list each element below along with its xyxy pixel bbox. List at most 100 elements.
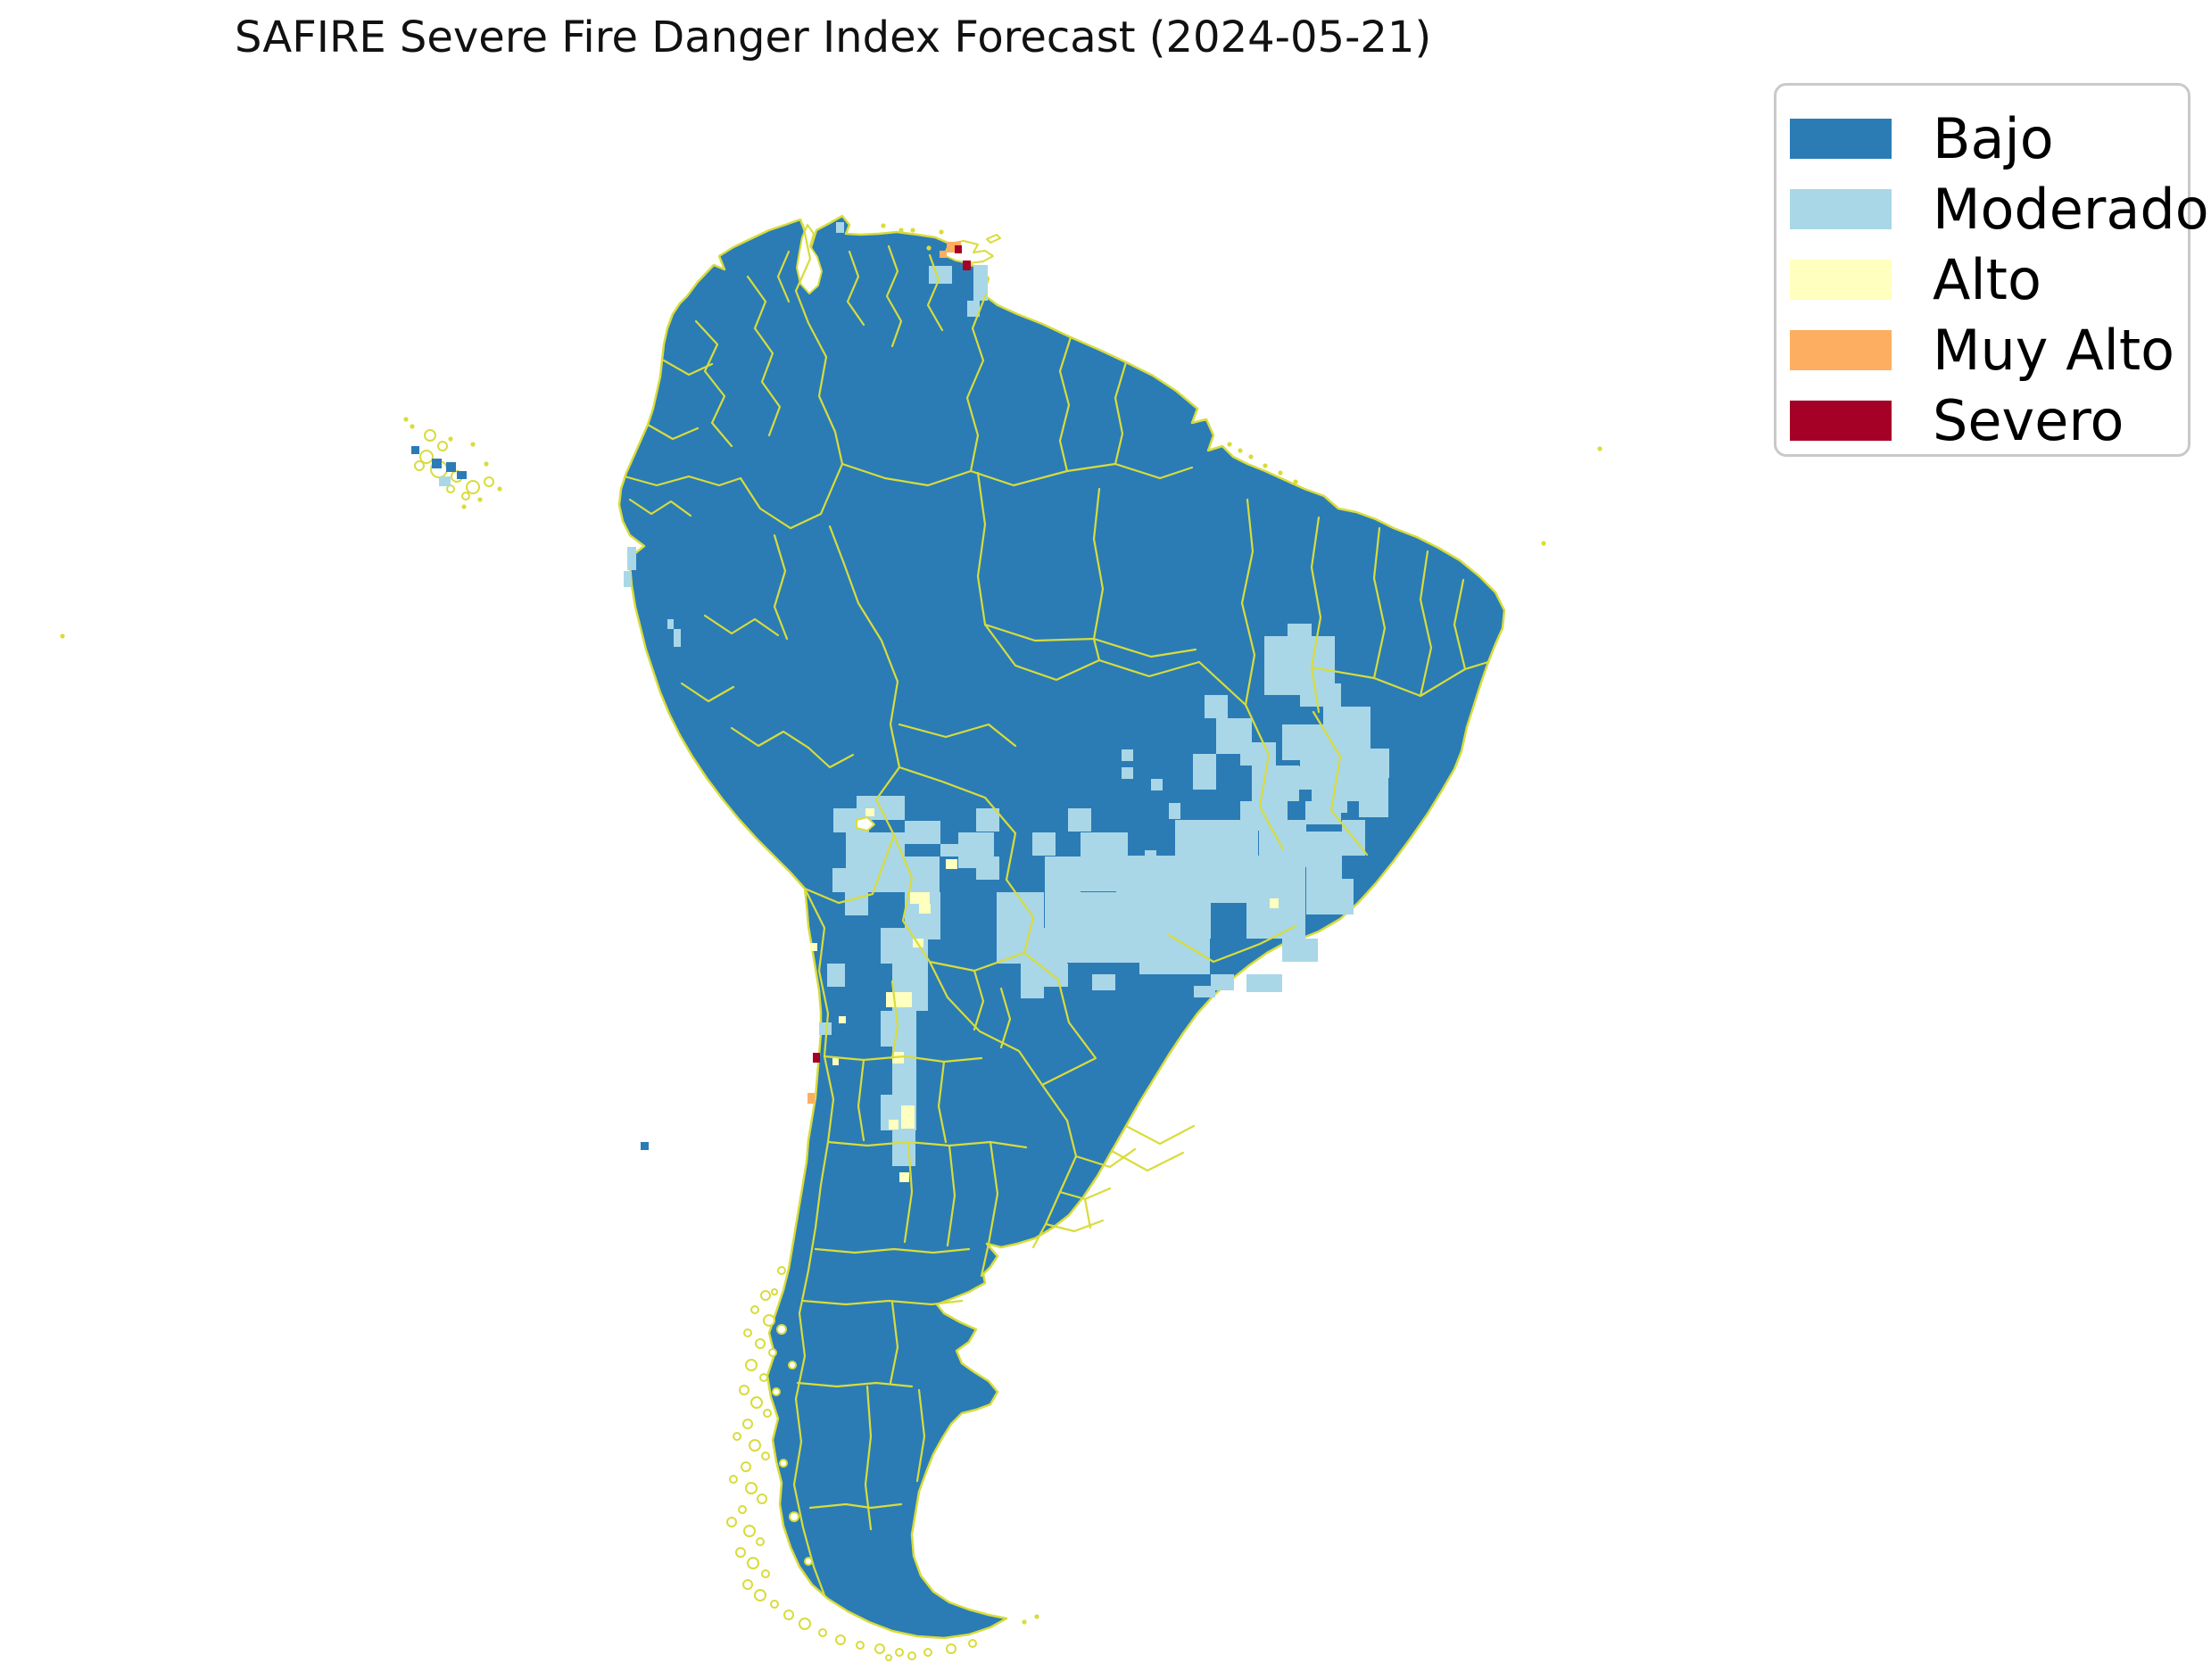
island-ring-speck <box>745 1359 758 1371</box>
admin-boundary <box>1372 526 1387 680</box>
island-ring-speck <box>739 1385 749 1395</box>
island-ring-speck <box>726 1517 737 1527</box>
admin-boundary <box>730 726 810 749</box>
admin-boundary <box>694 319 733 448</box>
raster-cell-muy_alto <box>807 1093 815 1104</box>
raster-cell-moderado <box>1211 974 1234 990</box>
admin-boundary <box>794 223 844 466</box>
island-ring-speck <box>729 1475 738 1484</box>
legend-label-bajo: Bajo <box>1933 105 2054 171</box>
raster-cell-alto <box>832 1058 839 1065</box>
admin-boundary <box>889 1301 899 1385</box>
island-ring-speck <box>756 1537 765 1546</box>
raster-cell-alto <box>919 904 931 914</box>
raster-cell-alto <box>910 892 930 904</box>
island-ring-speck <box>789 1511 799 1522</box>
raster-cell-moderado <box>1116 891 1211 939</box>
admin-boundary <box>792 887 835 1597</box>
raster-cell-alto <box>901 1105 915 1129</box>
raster-cell-moderado <box>881 928 905 964</box>
island-dot-speck <box>1034 1614 1039 1619</box>
raster-cell-alto <box>865 808 874 816</box>
island-ring-speck <box>750 1305 759 1314</box>
raster-cell-moderado <box>1306 832 1342 879</box>
admin-boundary <box>841 462 1194 487</box>
raster-cell-moderado <box>976 857 999 880</box>
island-dot-speck <box>477 497 483 502</box>
island-ring-speck <box>757 1494 767 1504</box>
admin-boundary <box>928 960 1044 1087</box>
island-ring-speck <box>772 1387 781 1396</box>
admin-boundary <box>1031 1083 1078 1249</box>
admin-boundary <box>1310 666 1376 680</box>
island-ring-speck <box>907 1651 916 1660</box>
raster-cell-moderado <box>1193 754 1216 790</box>
raster-cell-moderado <box>1359 778 1388 817</box>
island-ring-speck <box>760 1290 771 1301</box>
island-outline <box>986 234 1001 244</box>
raster-cell-severo <box>955 245 962 253</box>
raster-cell-moderado <box>1122 767 1133 779</box>
island-dot-speck <box>461 504 467 509</box>
legend-swatch-moderado <box>1790 189 1892 229</box>
island-ring-speck <box>446 484 455 493</box>
raster-cell-moderado <box>905 821 940 844</box>
raster-cell-moderado <box>1259 820 1306 867</box>
island-ring-speck <box>749 1439 761 1452</box>
raster-cell-moderado <box>1282 724 1329 760</box>
island-dot-speck <box>497 486 502 492</box>
raster-cell-moderado <box>627 547 636 570</box>
island-cell-bajo <box>641 1142 649 1150</box>
island-dot-speck <box>1541 541 1546 546</box>
island-ring-speck <box>761 1569 770 1578</box>
legend-swatch-bajo <box>1790 119 1892 159</box>
island-ring-speck <box>763 1314 775 1327</box>
island-ring-speck <box>885 1654 892 1661</box>
raster-cell-moderado <box>881 1011 916 1047</box>
raster-cell-moderado <box>1282 939 1318 962</box>
admin-boundary <box>628 498 692 517</box>
raster-cell-moderado <box>1318 778 1359 801</box>
admin-boundary <box>803 833 896 905</box>
raster-cell-moderado <box>819 1022 832 1035</box>
island-ring-speck <box>835 1634 846 1645</box>
raster-cell-moderado <box>1305 801 1341 824</box>
island-dot-speck <box>1263 463 1268 468</box>
island-ring-speck <box>818 1628 827 1637</box>
raster-cell-moderado <box>929 266 952 284</box>
admin-boundary <box>1023 951 1097 1087</box>
raster-cell-moderado <box>940 844 964 857</box>
raster-cell-alto <box>839 1016 846 1023</box>
legend-box: Bajo Moderado Alto Muy Alto Severo <box>1774 83 2209 457</box>
raster-cell-moderado <box>1264 636 1288 659</box>
admin-boundary <box>1310 516 1322 714</box>
island-dot-speck <box>926 245 932 251</box>
island-ring-speck <box>484 476 494 487</box>
island-ring-speck <box>799 1618 811 1630</box>
admin-boundary <box>857 1058 865 1142</box>
island-ring-speck <box>804 1557 813 1566</box>
island-ring-speck <box>788 1361 797 1370</box>
legend-item-severo: Severo <box>1790 385 2188 456</box>
raster-cell-moderado <box>1306 879 1354 914</box>
island-cell-bajo <box>411 446 419 454</box>
island-ring-speck <box>735 1547 746 1558</box>
admin-boundary <box>828 525 901 769</box>
admin-boundary <box>1312 710 1369 857</box>
raster-cell-alto <box>810 943 817 951</box>
raster-cell-moderado <box>827 964 845 987</box>
island-ring-speck <box>755 1338 766 1349</box>
island-ring-speck <box>777 1266 786 1275</box>
island-dot-speck <box>939 229 944 235</box>
legend-item-moderado: Moderado <box>1790 174 2209 244</box>
island-ring-speck <box>874 1643 885 1654</box>
island-dot-speck <box>881 223 886 228</box>
admin-boundary <box>885 244 903 348</box>
admin-boundary <box>662 359 714 377</box>
island-ring-speck <box>759 1373 768 1382</box>
raster-cell-moderado <box>836 222 844 233</box>
admin-boundary <box>796 1381 914 1388</box>
raster-cell-moderado <box>1246 903 1305 939</box>
raster-cell-alto <box>1270 898 1279 908</box>
island-ring-speck <box>419 450 434 464</box>
